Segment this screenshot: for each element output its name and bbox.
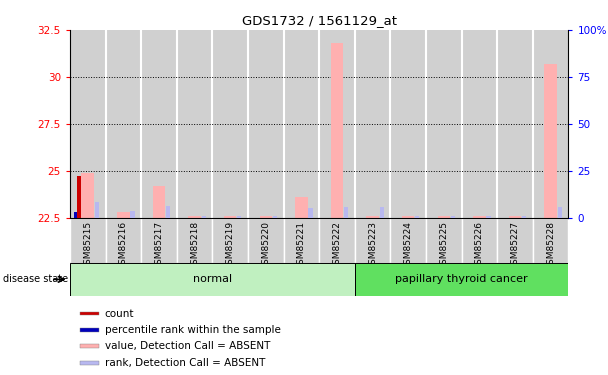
Text: GSM85225: GSM85225	[440, 221, 448, 270]
Bar	[461, 30, 497, 217]
Bar	[355, 262, 568, 296]
Text: GSM85227: GSM85227	[511, 221, 520, 270]
Bar	[426, 217, 461, 262]
Bar	[522, 216, 527, 217]
Text: count: count	[105, 309, 134, 318]
Bar	[95, 201, 99, 217]
Bar	[283, 217, 319, 262]
Bar	[224, 216, 237, 217]
Text: disease state: disease state	[3, 274, 68, 284]
Text: GSM85228: GSM85228	[546, 221, 555, 270]
Bar	[497, 30, 533, 217]
Bar	[497, 217, 533, 262]
Bar	[558, 207, 562, 218]
Text: value, Detection Call = ABSENT: value, Detection Call = ABSENT	[105, 341, 270, 351]
Bar	[402, 216, 415, 217]
Text: GSM85222: GSM85222	[333, 221, 342, 270]
Text: GSM85220: GSM85220	[261, 221, 271, 270]
Bar	[390, 30, 426, 217]
Bar	[344, 207, 348, 218]
Bar	[533, 217, 568, 262]
Bar	[283, 30, 319, 217]
Text: rank, Detection Call = ABSENT: rank, Detection Call = ABSENT	[105, 358, 265, 368]
Bar	[80, 328, 98, 332]
Bar	[177, 217, 212, 262]
Text: GSM85217: GSM85217	[154, 221, 164, 270]
Bar	[188, 216, 201, 217]
Bar	[438, 216, 450, 217]
Bar	[533, 30, 568, 217]
Bar	[273, 216, 277, 217]
Bar	[461, 217, 497, 262]
Bar	[212, 217, 248, 262]
Bar	[212, 30, 248, 217]
Text: GSM85216: GSM85216	[119, 221, 128, 270]
Bar	[177, 30, 212, 217]
Bar	[141, 30, 177, 217]
Bar	[77, 176, 81, 218]
Text: GSM85226: GSM85226	[475, 221, 484, 270]
Bar	[473, 216, 486, 217]
Bar	[248, 30, 283, 217]
Bar	[201, 216, 206, 217]
Bar	[117, 212, 130, 217]
Bar	[106, 217, 141, 262]
Text: normal: normal	[193, 274, 232, 284]
Bar	[486, 216, 491, 217]
Bar	[355, 30, 390, 217]
Bar	[379, 207, 384, 218]
Bar	[141, 217, 177, 262]
Text: papillary thyroid cancer: papillary thyroid cancer	[395, 274, 528, 284]
Bar	[80, 362, 98, 365]
Text: percentile rank within the sample: percentile rank within the sample	[105, 325, 281, 335]
Title: GDS1732 / 1561129_at: GDS1732 / 1561129_at	[242, 15, 396, 27]
Bar	[80, 312, 98, 315]
Bar	[70, 262, 355, 296]
Bar	[390, 217, 426, 262]
Bar	[367, 216, 379, 217]
Bar	[166, 206, 170, 218]
Bar	[295, 197, 308, 217]
Bar	[415, 216, 420, 217]
Bar	[70, 217, 106, 262]
Bar	[260, 216, 272, 217]
Text: GSM85223: GSM85223	[368, 221, 377, 270]
Bar	[544, 64, 557, 217]
Bar	[426, 30, 461, 217]
Bar	[130, 211, 134, 218]
Bar	[81, 172, 94, 217]
Bar	[153, 186, 165, 218]
Bar	[308, 208, 313, 218]
Bar	[70, 30, 106, 217]
Text: GSM85215: GSM85215	[83, 221, 92, 270]
Bar	[237, 216, 241, 217]
Bar	[319, 217, 355, 262]
Bar	[451, 216, 455, 217]
Text: GSM85218: GSM85218	[190, 221, 199, 270]
Text: GSM85224: GSM85224	[404, 221, 413, 270]
Text: GSM85219: GSM85219	[226, 221, 235, 270]
Bar	[355, 217, 390, 262]
Bar	[106, 30, 141, 217]
Bar	[248, 217, 283, 262]
Bar	[509, 216, 521, 217]
Bar	[80, 344, 98, 348]
Bar	[331, 43, 344, 218]
Text: GSM85221: GSM85221	[297, 221, 306, 270]
Bar	[74, 212, 77, 217]
Bar	[319, 30, 355, 217]
